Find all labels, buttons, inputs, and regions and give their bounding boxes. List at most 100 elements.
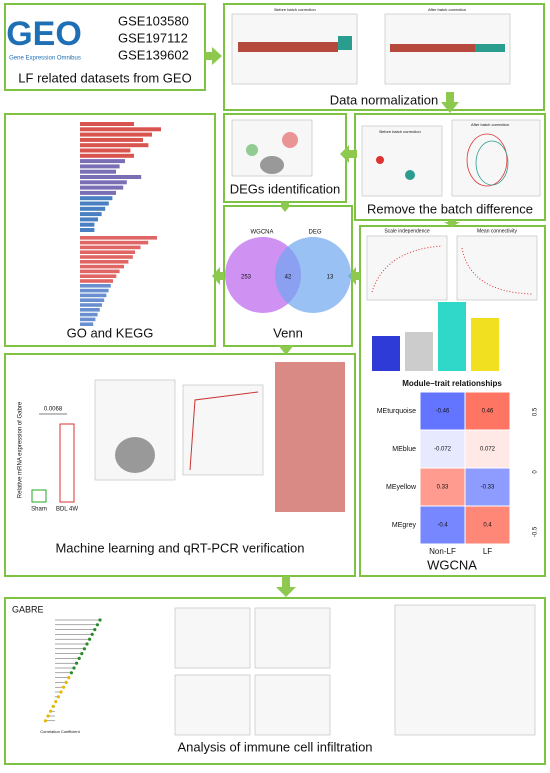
connectivity-plot [456,235,538,301]
arrow [281,202,289,212]
bar [80,148,131,153]
dot [75,661,79,665]
boxes [338,36,352,50]
heatmap [275,362,345,512]
bar [80,288,109,293]
dot [93,628,97,632]
roc [182,384,264,476]
dot [62,685,66,689]
cell-value: -0.4 [437,523,448,529]
bar [80,190,116,195]
p-value: 0.0068 [44,407,63,413]
dot [49,709,53,713]
bar [80,222,95,227]
heatmap-title: Module–trait relationships [402,379,502,388]
panel-label: GO and KEGG [67,325,154,340]
bar [80,264,124,269]
panel-label: Machine learning and qRT-PCR verificatio… [55,540,304,555]
cell [464,505,511,545]
panel [4,3,206,91]
bar [471,318,499,371]
arrow [444,220,460,227]
points [376,156,384,164]
dot [69,671,73,675]
cell-value: 0.33 [437,485,449,491]
panel-label: WGCNA [427,557,477,572]
boxes [475,44,505,52]
bar [80,245,141,250]
arrow [212,267,224,285]
dot [64,680,68,685]
dot [95,623,99,627]
bar [80,317,96,322]
venn-count: 13 [327,275,334,281]
logo-caption: Gene Expression Omnibus [9,56,81,62]
row-label: MEyellow [386,484,417,491]
lollipop [43,618,102,723]
bar [59,423,75,503]
bar [80,284,111,288]
points [115,437,155,473]
cell-value: -0.46 [436,409,450,415]
bar [80,236,157,240]
points [246,144,258,156]
bar [80,308,100,312]
bar [80,293,107,298]
scatter [174,674,251,736]
go-bars [80,122,161,326]
bar [80,159,125,164]
dataset-id: GSE139602 [118,47,189,62]
arrow [276,576,296,597]
bar [80,180,127,185]
arrow [278,345,294,355]
pca [361,125,443,197]
plot-title: Before batch correction [379,129,420,134]
bar [80,274,117,278]
panel-label: Data normalization [330,92,438,107]
panel-label: LF related datasets from GEO [18,70,191,85]
boxes [238,42,338,52]
dot [82,647,86,651]
scale-label: 0 [533,470,539,474]
row-label: MEblue [392,446,416,453]
dot [46,714,50,718]
bar [80,298,105,302]
venn-count: 253 [241,275,252,281]
dot [67,676,71,680]
gene: GABRE [12,604,44,614]
cell [464,391,511,431]
cell [464,429,511,469]
bar [80,255,133,259]
logo: GEO [6,15,82,53]
dot [56,695,61,699]
bar [80,127,161,132]
bar [80,217,98,222]
venn-set: WGCNA [251,230,274,236]
bar [372,336,400,371]
bar [80,228,95,232]
row-label: MEturquoise [377,408,416,415]
dot [77,656,81,661]
bar [80,164,120,169]
axis-label: Relative mRNA expression of Gabre [18,401,24,498]
bar [80,122,134,126]
scale-label: -0.5 [533,526,539,537]
cell-value: 0.46 [482,409,494,415]
bar [80,260,129,264]
bar [80,175,142,179]
plot-title: Mean connectivity [477,228,518,234]
cell [419,429,466,469]
col-label: Non-LF [429,547,456,556]
bar [80,269,120,274]
plot-title: Scale independence [384,228,430,234]
venn-set: DEG [308,230,321,236]
venn-count: 42 [285,275,292,281]
points [405,170,415,180]
col-label: LF [483,547,492,556]
correlation-network [394,604,536,736]
bar [80,132,152,137]
arrow [348,267,360,285]
bar [80,279,113,283]
arrow [340,145,357,163]
panel-label: DEGs identification [230,181,341,196]
